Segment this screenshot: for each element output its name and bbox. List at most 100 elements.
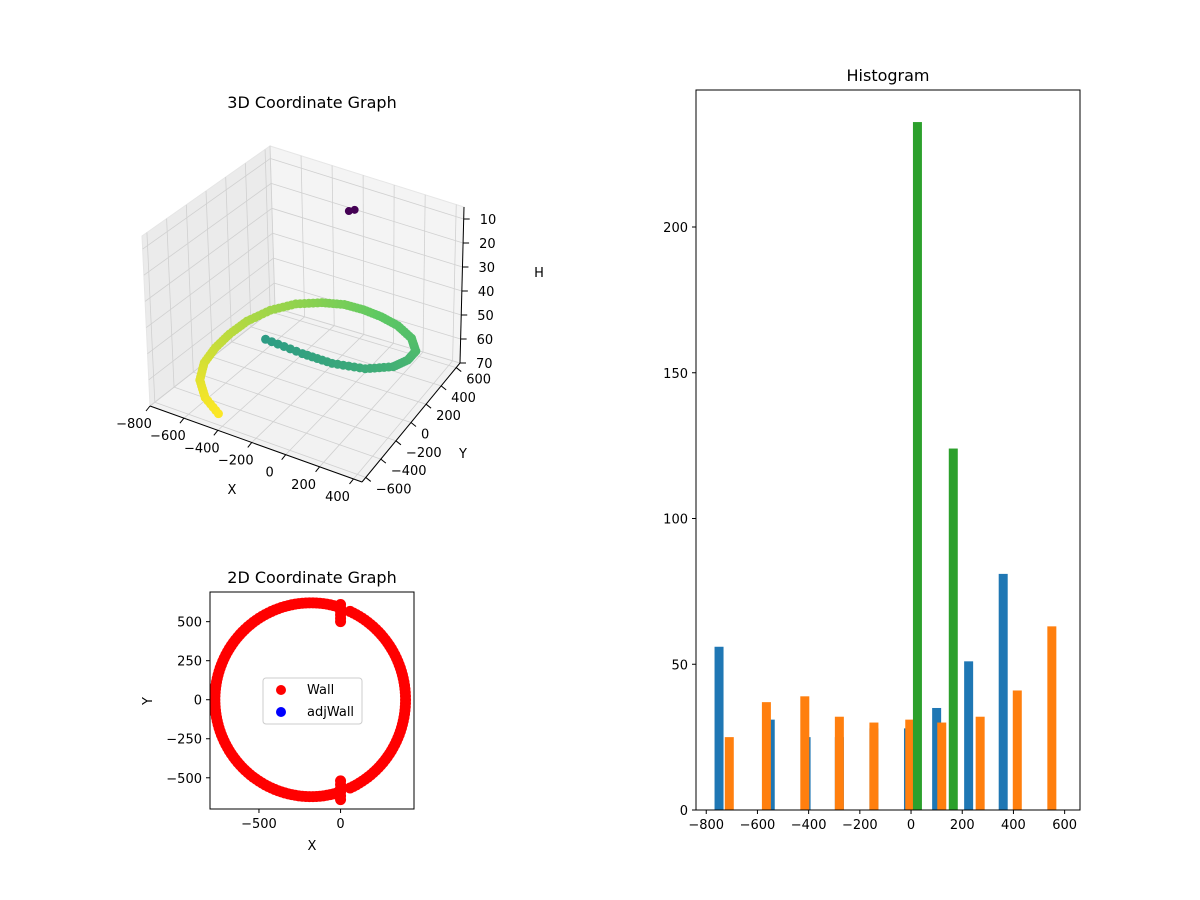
- y-tick-label: 50: [671, 658, 688, 673]
- y-gridline: [231, 341, 427, 405]
- 2d-xlabel: X: [308, 839, 317, 854]
- x-gridline: [300, 155, 305, 317]
- y-gridline: [212, 356, 412, 423]
- 3d-coordinate-graph: 3D Coordinate Graph −800−600−400−2000200…: [116, 93, 544, 505]
- 3d-grid: [142, 145, 464, 480]
- y-tick-label: 500: [177, 616, 202, 631]
- y-gridline: [225, 177, 233, 342]
- z-gridline: [144, 207, 273, 302]
- 2d-ylabel: Y: [141, 697, 156, 706]
- 3d-zlabel: H: [534, 266, 544, 281]
- 3d-data: [195, 205, 421, 419]
- x-gridline: [269, 145, 276, 309]
- y-tick-label: 200: [436, 409, 461, 424]
- z-axis-line: [459, 206, 465, 364]
- z-gridline: [274, 307, 461, 364]
- 2d-legend: Wall adjWall: [262, 677, 363, 725]
- y-tick-label: 400: [451, 391, 476, 406]
- y-gridline: [154, 401, 366, 478]
- x-gridline: [452, 204, 457, 361]
- z-gridline: [271, 183, 464, 244]
- y-tick-label: 0: [421, 428, 429, 443]
- histogram-bar: [1047, 626, 1057, 810]
- y-tick-label: 250: [177, 655, 202, 670]
- x-tick-label: −200: [842, 818, 878, 833]
- z-gridline: [273, 257, 462, 316]
- y-tick-label: −400: [391, 464, 427, 479]
- y-tick-mark: [440, 385, 447, 391]
- legend-box: [262, 677, 363, 725]
- x-tick-label: 0: [336, 817, 344, 832]
- y-tick-label: 150: [663, 367, 688, 382]
- x-tick-label: 400: [1001, 818, 1026, 833]
- x-tick-label: −400: [184, 441, 220, 456]
- z-tick-label: 10: [480, 213, 497, 228]
- histogram-ticks: −800 −600 −400 −200 0 200 400 600 0 50 100 150 200: [663, 221, 1077, 833]
- wall-point: [335, 598, 347, 610]
- y-tick-mark: [455, 367, 462, 372]
- legend-wall-label: Wall: [307, 683, 334, 698]
- x-tick-mark: [247, 442, 253, 448]
- histogram-bar: [761, 702, 771, 810]
- y-tick-mark: [425, 403, 432, 409]
- y-tick-label: 600: [466, 373, 491, 388]
- y-tick-mark: [380, 458, 387, 464]
- histogram-bar: [834, 716, 844, 810]
- x-tick-mark: [213, 430, 219, 436]
- outlier-point: [350, 205, 359, 214]
- z-gridline: [146, 232, 273, 328]
- z-gridline: [148, 282, 275, 381]
- z-tick-label: 50: [477, 309, 494, 324]
- x-tick-mark: [179, 417, 185, 424]
- x-tick-label: −400: [791, 818, 827, 833]
- z-gridline: [270, 158, 464, 220]
- y-tick-label: 100: [663, 513, 688, 528]
- path-point: [213, 409, 223, 419]
- legend-adjwall-label: adjWall: [307, 705, 354, 720]
- histogram-bar: [714, 646, 724, 810]
- x-gridline: [331, 165, 335, 326]
- y-gridline: [264, 149, 271, 312]
- histogram-title: Histogram: [847, 66, 930, 85]
- x-tick-label: −600: [740, 818, 776, 833]
- z-tick-label: 30: [478, 261, 495, 276]
- x-tick-mark: [315, 466, 320, 473]
- y-gridline: [270, 311, 457, 368]
- z-gridline: [147, 257, 274, 355]
- 3d-ticks: −800−600−400−2000200400−600−400−20002004…: [116, 206, 497, 505]
- 2d-data: [209, 597, 412, 806]
- y-gridline: [244, 163, 252, 327]
- histogram-bar: [869, 722, 879, 810]
- y-tick-label: 200: [663, 221, 688, 236]
- 3d-ylabel: Y: [458, 447, 467, 462]
- z-tick-label: 40: [478, 285, 495, 300]
- y-gridline: [166, 218, 175, 388]
- histogram-bar: [1012, 690, 1022, 810]
- histogram-bar: [975, 716, 985, 810]
- x-tick-label: −600: [150, 429, 186, 444]
- 2d-coordinate-graph: 2D Coordinate Graph −500 05002500−250−500…: [141, 568, 415, 854]
- z-gridline: [143, 183, 272, 276]
- y-gridline: [193, 371, 397, 442]
- 3d-xlabel: X: [228, 483, 237, 498]
- y-tick-label: −600: [376, 482, 412, 497]
- histogram-bar: [912, 122, 922, 811]
- y-tick-label: −500: [166, 772, 202, 787]
- y-tick-mark: [410, 422, 417, 427]
- 3d-title: 3D Coordinate Graph: [227, 93, 396, 112]
- 2d-title: 2D Coordinate Graph: [227, 568, 396, 587]
- y-tick-label: 0: [680, 804, 688, 819]
- histogram-frame: [695, 89, 1081, 811]
- x-tick-mark: [145, 405, 151, 412]
- z-tick-label: 20: [479, 237, 496, 252]
- histogram: Histogram −800 −600 −400 −200 0 200 400 600 0 50 1…: [663, 66, 1081, 833]
- z-tick-label: 60: [477, 333, 494, 348]
- z-gridline: [142, 158, 271, 250]
- wall-point: [344, 605, 356, 617]
- histogram-bar: [932, 707, 942, 810]
- legend-wall-marker: [276, 685, 286, 695]
- x-tick-mark: [349, 478, 354, 485]
- y-gridline: [185, 204, 194, 373]
- z-gridline: [271, 207, 463, 268]
